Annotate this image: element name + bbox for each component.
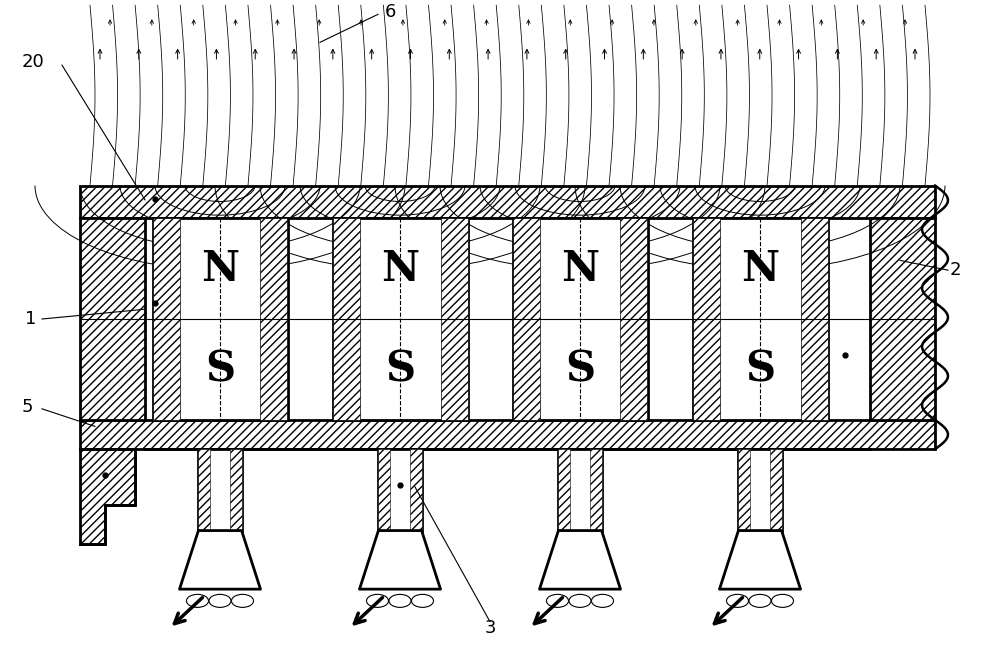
Bar — [378, 449, 390, 531]
Bar — [440, 218, 468, 420]
Bar — [230, 449, 242, 531]
Bar — [590, 449, 602, 531]
Bar — [80, 420, 935, 449]
Bar — [152, 218, 288, 420]
Polygon shape — [720, 531, 800, 589]
Bar — [738, 449, 782, 531]
Bar — [692, 218, 720, 420]
Polygon shape — [80, 449, 135, 544]
Bar — [80, 186, 935, 218]
Bar — [692, 218, 828, 420]
Bar — [800, 218, 828, 420]
Text: S: S — [205, 348, 235, 391]
Bar — [260, 218, 287, 420]
Bar — [332, 218, 468, 420]
Text: N: N — [381, 247, 419, 290]
Text: 6: 6 — [385, 3, 396, 21]
Bar — [198, 449, 210, 531]
Bar — [512, 218, 540, 420]
Text: 20: 20 — [22, 53, 45, 71]
Text: N: N — [741, 247, 779, 290]
Text: S: S — [565, 348, 595, 391]
Text: 2: 2 — [950, 261, 962, 279]
Text: S: S — [385, 348, 415, 391]
Text: N: N — [201, 247, 239, 290]
Polygon shape — [540, 531, 620, 589]
Bar — [152, 218, 180, 420]
Bar — [80, 218, 145, 420]
Bar — [558, 449, 602, 531]
Bar — [770, 449, 782, 531]
Text: 3: 3 — [484, 619, 496, 637]
Text: 5: 5 — [22, 398, 34, 416]
Bar — [332, 218, 360, 420]
Bar — [620, 218, 647, 420]
Text: S: S — [745, 348, 775, 391]
Bar — [870, 218, 935, 420]
Bar — [558, 449, 570, 531]
Text: N: N — [561, 247, 599, 290]
Text: 1: 1 — [25, 310, 36, 328]
Bar — [378, 449, 422, 531]
Bar — [738, 449, 750, 531]
Bar — [410, 449, 422, 531]
Bar — [512, 218, 648, 420]
Bar — [198, 449, 242, 531]
Polygon shape — [180, 531, 260, 589]
Polygon shape — [360, 531, 440, 589]
